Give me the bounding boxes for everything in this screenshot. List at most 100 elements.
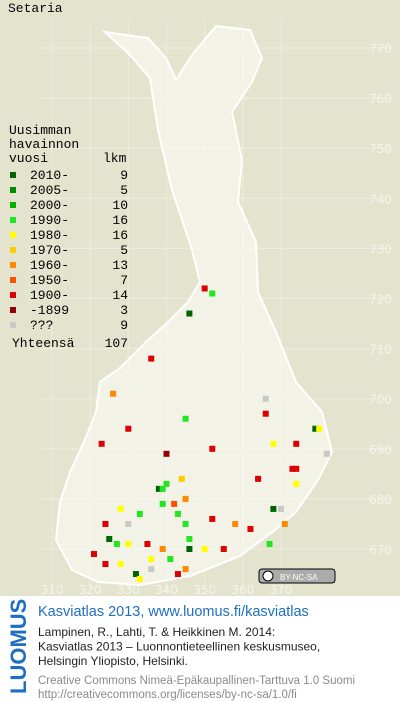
observation-square [159, 485, 166, 492]
y-tick-label: 670 [369, 543, 392, 557]
legend-total: 107 [105, 336, 128, 351]
atlas-link[interactable]: Kasviatlas 2013, www.luomus.fi/kasviatla… [38, 604, 309, 620]
observation-square [110, 390, 117, 397]
legend-swatch [10, 247, 16, 253]
legend-count: 10 [112, 198, 128, 213]
legend-swatch [10, 202, 16, 208]
map-title: Setaria [8, 1, 63, 16]
observation-square [262, 395, 269, 402]
legend-count: 14 [112, 288, 128, 303]
observation-square [117, 505, 124, 512]
y-tick-label: 710 [369, 343, 392, 357]
legend-total-label: Yhteensä [12, 336, 75, 351]
observation-square [182, 566, 189, 573]
legend-label: 2010- [30, 168, 69, 183]
observation-square [171, 500, 178, 507]
legend-header: vuosi [9, 151, 48, 166]
observation-square [182, 495, 189, 502]
observation-square [182, 415, 189, 422]
observation-square [163, 480, 170, 487]
legend-count: 5 [120, 243, 128, 258]
observation-square [182, 520, 189, 527]
legend-label: -1899 [30, 303, 69, 318]
y-tick-label: 690 [369, 443, 392, 457]
badge-box [258, 568, 336, 584]
observation-square [312, 425, 319, 432]
citation-line: Lampinen, R., Lahti, T. & Heikkinen M. 2… [38, 625, 275, 639]
observation-square [201, 285, 208, 292]
legend-header: havainnon [9, 137, 79, 152]
observation-square [102, 561, 109, 568]
x-tick-label: 370 [270, 583, 293, 597]
observation-square [144, 540, 151, 547]
observation-square [113, 540, 120, 547]
observation-square [102, 520, 109, 527]
observation-square [247, 525, 254, 532]
observation-square [293, 465, 300, 472]
observation-square [209, 445, 216, 452]
y-tick-label: 770 [369, 42, 392, 56]
legend-label: 1970- [30, 243, 69, 258]
x-tick-label: 330 [117, 583, 140, 597]
observation-square [186, 310, 193, 317]
brand: LUOMUS [6, 599, 31, 694]
legend-swatch [10, 217, 16, 223]
observation-square [220, 546, 227, 552]
observation-square [136, 576, 143, 583]
observation-square [186, 535, 193, 542]
x-tick-label: 320 [79, 583, 102, 597]
legend-label: 2005- [30, 183, 69, 198]
observation-square [278, 505, 284, 512]
observation-square [106, 535, 113, 542]
observation-square [148, 556, 155, 563]
legend-label: 1980- [30, 228, 69, 243]
observation-square [209, 290, 216, 297]
observation-square [255, 475, 262, 482]
legend-swatch [10, 307, 16, 313]
observation-square [163, 450, 170, 457]
x-tick-label: 360 [231, 583, 254, 597]
badge-text: BY-NC-SA [280, 573, 318, 582]
observation-square [281, 520, 288, 527]
x-tick-label: 350 [193, 583, 216, 597]
legend-swatch [10, 232, 16, 238]
observation-square [293, 440, 300, 447]
legend-swatch [10, 187, 16, 193]
legend-count: 16 [112, 213, 128, 228]
observation-square [174, 571, 181, 578]
observation-square [125, 540, 132, 547]
observation-square [155, 485, 162, 492]
x-tick-label: 310 [41, 583, 64, 597]
observation-square [178, 475, 185, 482]
observation-square [125, 425, 132, 432]
observation-square [209, 515, 216, 522]
legend-label: 1900- [30, 288, 69, 303]
legend-label: ??? [30, 318, 53, 333]
observation-square [293, 480, 300, 487]
y-tick-label: 700 [369, 393, 392, 407]
legend-swatch [10, 262, 16, 268]
license-line: http://creativecommons.org/licenses/by-n… [38, 689, 297, 701]
observation-square [270, 505, 277, 512]
observation-square [98, 440, 105, 447]
observation-square [159, 546, 166, 552]
legend-count: 7 [120, 273, 128, 288]
observation-square [159, 500, 166, 507]
legend-label: 2000- [30, 198, 69, 213]
observation-square [201, 546, 208, 552]
y-tick-label: 680 [369, 493, 392, 507]
legend-count: 5 [120, 183, 128, 198]
x-tick-label: 340 [155, 583, 178, 597]
observation-square [125, 520, 132, 527]
legend-header: Uusimman [9, 123, 71, 138]
observation-square [117, 561, 124, 568]
observation-square [232, 520, 239, 527]
observation-square [132, 571, 139, 578]
legend-swatch [10, 322, 16, 328]
observation-square [262, 410, 269, 417]
legend-swatch [10, 292, 16, 298]
citation-line: Kasviatlas 2013 – Luonnontieteellinen ke… [38, 640, 320, 654]
y-tick-label: 740 [369, 192, 392, 206]
y-tick-label: 720 [369, 293, 392, 307]
